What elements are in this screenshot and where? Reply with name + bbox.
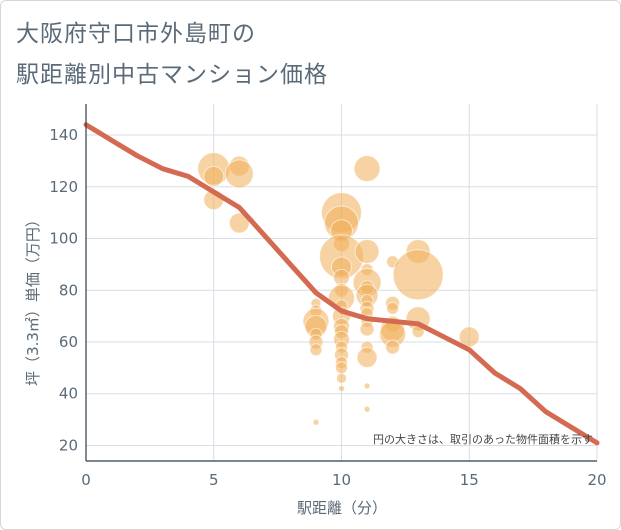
y-tick-label: 60 xyxy=(59,333,78,351)
size-annotation: 円の大きさは、取引のあった物件面積を示す xyxy=(373,432,593,446)
bubble-point xyxy=(392,249,444,301)
bubble-point xyxy=(312,418,320,426)
bubble-point xyxy=(356,347,378,369)
y-tick-label: 100 xyxy=(49,230,78,248)
y-axis-title: 坪（3.3㎡）単価（万円） xyxy=(24,212,42,386)
x-axis-title: 駅距離（分） xyxy=(297,499,387,517)
bubble-point xyxy=(354,238,380,264)
bubble-point xyxy=(336,372,347,384)
bubble-series xyxy=(197,152,480,426)
bubble-point xyxy=(335,361,348,375)
axes xyxy=(85,104,597,462)
grid xyxy=(86,104,598,461)
bubble-point xyxy=(363,405,371,413)
bubble-point xyxy=(203,165,225,187)
bubble-point xyxy=(353,155,381,183)
bubble-point xyxy=(338,385,345,393)
tick-labels: 0 5 10 15 20 20 40 60 80 100 120 140 xyxy=(49,126,606,489)
y-tick-label: 80 xyxy=(59,281,78,299)
chart-title-line-1: 大阪府守口市外島町の xyxy=(16,21,256,47)
x-tick-label: 20 xyxy=(587,471,606,489)
bubble-point xyxy=(309,343,323,357)
bubble-point xyxy=(385,339,401,355)
bubble-point xyxy=(228,212,250,234)
bubble-point xyxy=(224,159,254,189)
trend-line-series xyxy=(83,122,600,446)
bubble-point xyxy=(386,301,400,315)
x-tick-label: 0 xyxy=(81,471,91,489)
chart-title-line-2: 駅距離別中古マンション価格 xyxy=(16,62,328,88)
x-tick-label: 10 xyxy=(332,471,351,489)
bubble-point xyxy=(359,321,375,337)
x-tick-label: 15 xyxy=(460,471,479,489)
y-tick-label: 140 xyxy=(49,126,78,144)
x-tick-label: 5 xyxy=(209,471,219,489)
y-tick-label: 40 xyxy=(59,385,78,403)
y-tick-label: 20 xyxy=(59,436,78,454)
bubble-point xyxy=(458,326,480,348)
y-tick-label: 120 xyxy=(49,178,78,196)
bubble-point xyxy=(363,382,371,390)
trend-line xyxy=(83,122,600,446)
